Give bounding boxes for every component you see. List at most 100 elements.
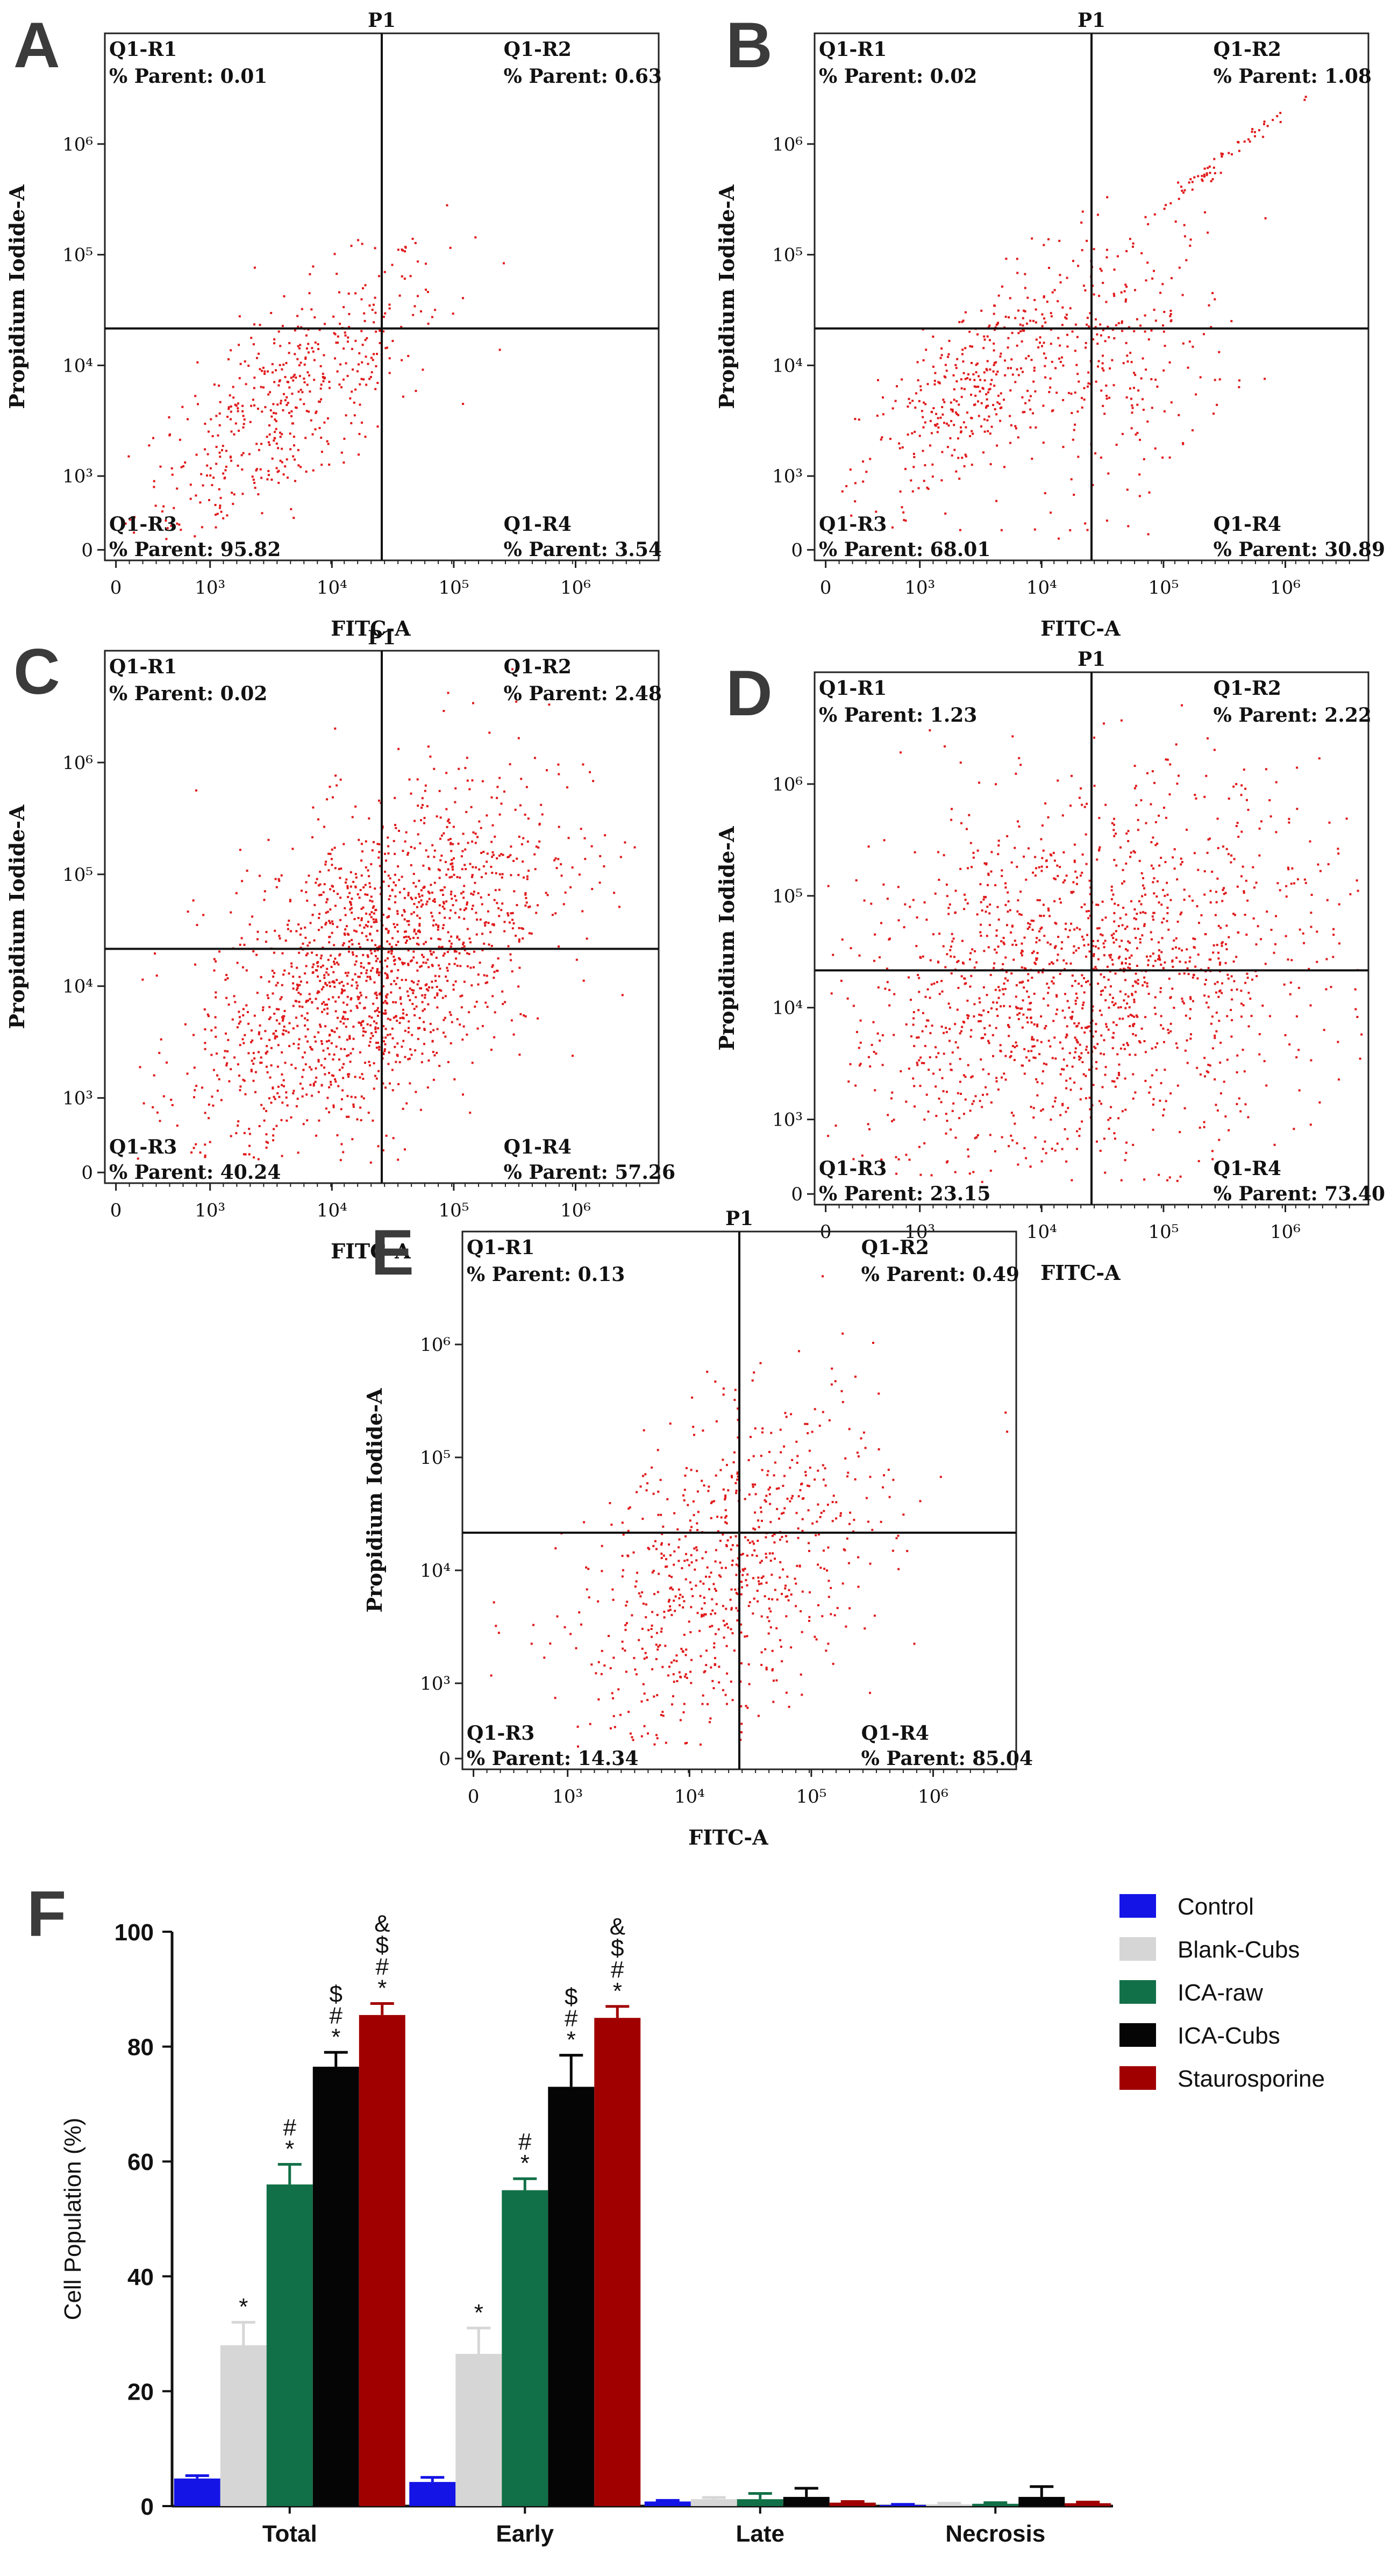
event-dot [328,1086,330,1088]
event-dot [351,390,353,393]
event-dot [310,308,312,310]
event-dot [1305,96,1307,98]
event-dot [1125,301,1127,303]
event-dot [312,914,314,916]
event-dot [339,364,341,366]
event-dot [1280,121,1282,123]
event-dot [152,437,154,439]
event-dot [333,1054,336,1056]
event-dot [938,1098,940,1100]
event-dot [234,404,237,406]
event-dot [1125,250,1128,252]
quadrant-percent: % Parent: 2.48 [504,682,662,705]
event-dot [855,879,858,881]
event-dot [583,980,585,982]
quadrant-percent: % Parent: 0.01 [109,65,267,88]
event-dot [416,970,418,972]
event-dot [332,971,334,973]
event-dot [431,892,433,894]
event-dot [956,358,958,360]
event-dot [251,1029,253,1031]
event-dot [325,1107,327,1109]
event-dot [355,981,358,984]
event-dot [983,896,985,898]
event-dot [1004,988,1007,990]
event-dot [321,1043,323,1045]
event-dot [306,1019,309,1021]
event-dot [968,814,970,816]
event-dot [1332,928,1335,930]
event-dot [1052,963,1054,965]
event-dot [488,922,490,924]
event-dot [237,465,239,467]
event-dot [1152,915,1154,917]
event-dot [477,984,480,986]
event-dot [1135,1034,1137,1036]
event-dot [1021,954,1023,956]
event-dot [155,504,157,507]
event-dot [1014,1046,1016,1048]
event-dot [987,873,989,875]
event-dot [241,405,244,407]
event-dot [1226,1059,1229,1061]
event-dot [1060,901,1062,903]
event-dot [1033,299,1036,301]
x-tick-label: 10⁴ [317,577,347,599]
event-dot [1124,283,1126,286]
event-dot [423,822,425,824]
event-dot [1132,1144,1134,1146]
event-dot [1119,846,1122,849]
event-dot [846,1538,848,1540]
event-dot [405,831,408,834]
event-dot [702,1429,704,1432]
event-dot [369,913,371,915]
event-dot [298,1001,300,1003]
event-dot [437,924,439,927]
event-dot [995,1027,997,1029]
event-dot [1296,808,1298,810]
event-dot [1000,392,1002,394]
event-dot [1121,321,1123,323]
event-dot [190,1151,192,1154]
event-dot [326,898,329,900]
event-dot [770,1432,772,1434]
event-dot [375,1031,377,1033]
event-dot [1225,962,1227,964]
event-dot [1076,373,1079,375]
event-dot [980,310,982,312]
event-dot [1102,901,1104,903]
event-dot [459,1023,461,1026]
event-dot [1094,966,1096,968]
event-dot [237,962,239,964]
event-dot [273,412,275,414]
event-dot [354,388,356,390]
event-dot [450,843,452,845]
event-dot [1148,1092,1150,1094]
event-dot [730,1599,732,1601]
event-dot [757,1600,759,1603]
event-dot [949,949,951,951]
event-dot [1098,927,1101,929]
event-dot [349,397,351,400]
event-dot [433,768,435,770]
event-dot [660,1479,662,1481]
event-dot [462,896,465,899]
event-dot [1208,304,1210,307]
event-dot [941,406,943,408]
event-dot [1177,921,1179,923]
event-dot [347,1076,349,1078]
event-dot [339,982,341,984]
event-dot [1152,919,1154,921]
event-dot [1033,1107,1035,1109]
event-dot [288,972,290,974]
event-dot [584,837,586,839]
event-dot [904,903,906,906]
event-dot [1039,341,1041,344]
event-dot [969,345,971,347]
event-dot [940,479,943,481]
event-dot [888,1469,890,1471]
event-dot [396,1042,398,1044]
event-dot [447,820,449,822]
event-dot [1109,994,1111,996]
event-dot [948,1040,951,1042]
